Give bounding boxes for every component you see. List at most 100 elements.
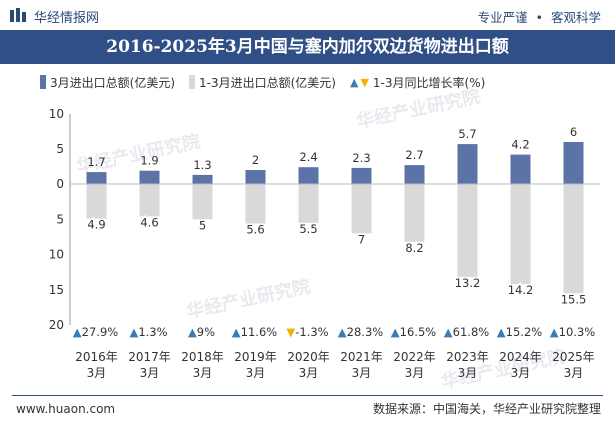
- bar-cumulative: [245, 184, 266, 224]
- triangle-up-icon: ▲: [444, 325, 453, 339]
- x-tick-label-line: 2019年: [234, 350, 277, 364]
- footer-source: 数据来源：中国海关，华经产业研究院整理: [372, 402, 601, 416]
- x-tick-label: 2017年 3月: [128, 350, 171, 380]
- x-tick-label-line: 3月: [564, 366, 584, 380]
- legend-label-cumulative: 1-3月进出口总额(亿美元): [199, 75, 336, 90]
- bar-cumulative: [86, 184, 107, 219]
- data-label-monthly: 1.9: [140, 154, 158, 168]
- bar-monthly: [510, 154, 531, 184]
- legend-swatch-cumulative: [189, 75, 195, 89]
- bar-cumulative: [457, 184, 478, 278]
- data-label-cumulative: 13.2: [455, 276, 481, 290]
- legend-label-monthly: 3月进出口总额(亿美元): [50, 75, 175, 90]
- growth-rate-value: 61.8%: [453, 325, 490, 339]
- x-tick-label-line: 3月: [458, 366, 478, 380]
- data-label-cumulative: 4.9: [87, 218, 105, 232]
- triangle-up-icon: ▲: [550, 325, 559, 339]
- legend-monthly[interactable]: 3月进出口总额(亿美元): [40, 74, 175, 91]
- x-tick-label: 2020年 3月: [287, 350, 330, 380]
- triangle-down-icon: ▼: [286, 325, 295, 339]
- growth-rate-label: ▲27.9%: [73, 325, 118, 339]
- bar-monthly: [563, 142, 584, 184]
- data-label-monthly: 2.7: [405, 148, 423, 162]
- chart-legend: 3月进出口总额(亿美元) 1-3月进出口总额(亿美元) ▲ ▼ 1-3月同比增长…: [40, 72, 499, 92]
- x-tick-label-line: 3月: [246, 366, 266, 380]
- brand-name[interactable]: 华经情报网: [34, 11, 100, 26]
- growth-rate-label: ▲11.6%: [232, 325, 277, 339]
- bar-monthly: [139, 170, 160, 184]
- growth-rate-label: ▲10.3%: [550, 325, 595, 339]
- legend-swatch-monthly: [40, 75, 46, 89]
- x-tick-label: 2021年 3月: [340, 350, 383, 380]
- data-label-cumulative: 15.5: [561, 292, 587, 306]
- legend-cumulative[interactable]: 1-3月进出口总额(亿美元): [189, 74, 336, 91]
- legend-label-growth: 1-3月同比增长率(%): [372, 75, 486, 90]
- footer-website[interactable]: www.huaon.com: [16, 402, 116, 416]
- x-tick-label-line: 3月: [352, 366, 372, 380]
- header-slogans: 专业严谨 • 客观科学: [478, 7, 601, 26]
- growth-rate-label: ▲16.5%: [391, 325, 436, 339]
- data-label-cumulative: 4.6: [140, 215, 158, 229]
- x-tick-label-line: 3月: [140, 366, 160, 380]
- bar-monthly: [457, 144, 478, 184]
- slogan-2: 客观科学: [550, 10, 601, 25]
- growth-rate-value: 15.2%: [506, 325, 543, 339]
- x-tick-label-line: 3月: [299, 366, 319, 380]
- x-tick-label-line: 3月: [87, 366, 107, 380]
- x-tick-label: 2022年 3月: [393, 350, 436, 380]
- growth-rate-label: ▲15.2%: [497, 325, 542, 339]
- growth-rate-label: ▲9%: [188, 325, 215, 339]
- footer-divider: [12, 395, 603, 396]
- y-tick-label: 20: [49, 318, 64, 332]
- data-label-monthly: 5.7: [458, 127, 476, 141]
- triangle-up-icon: ▲: [338, 325, 347, 339]
- data-label-monthly: 1.3: [193, 158, 211, 172]
- data-label-monthly: 4.2: [511, 138, 529, 152]
- y-tick-label: 10: [49, 107, 64, 121]
- bar-monthly: [192, 174, 213, 184]
- growth-rate-label: ▲28.3%: [338, 325, 383, 339]
- legend-growth[interactable]: ▲ ▼ 1-3月同比增长率(%): [350, 74, 485, 91]
- triangle-up-icon: ▲: [391, 325, 400, 339]
- growth-rate-label: ▲61.8%: [444, 325, 489, 339]
- y-tick-label: 10: [49, 248, 64, 262]
- growth-rate-value: 1.3%: [138, 325, 167, 339]
- triangle-up-icon: ▲: [188, 325, 197, 339]
- data-label-monthly: 6: [570, 125, 577, 139]
- x-tick-label-line: 2021年: [340, 350, 383, 364]
- growth-rate-value: 27.9%: [82, 325, 119, 339]
- x-tick-label-line: 3月: [405, 366, 425, 380]
- x-tick-label-line: 2016年: [75, 350, 118, 364]
- data-label-monthly: 2: [252, 153, 259, 167]
- x-tick-label-line: 2017年: [128, 350, 171, 364]
- data-label-cumulative: 8.2: [405, 241, 423, 255]
- bar-cumulative: [510, 184, 531, 285]
- x-tick-label-line: 2025年: [552, 350, 595, 364]
- data-label-monthly: 2.3: [352, 151, 370, 165]
- x-tick-label: 2023年 3月: [446, 350, 489, 380]
- bar-cumulative: [351, 184, 372, 234]
- growth-rate-label: ▼-1.3%: [286, 325, 328, 339]
- data-label-cumulative: 7: [358, 232, 365, 246]
- bar-cumulative: [563, 184, 584, 294]
- growth-rate-value: 16.5%: [400, 325, 437, 339]
- growth-rate-label: ▲1.3%: [129, 325, 167, 339]
- data-label-cumulative: 5.5: [299, 222, 317, 236]
- x-tick-label: 2016年 3月: [75, 350, 118, 380]
- growth-rate-value: -1.3%: [295, 325, 328, 339]
- bar-cumulative: [298, 184, 319, 223]
- data-label-cumulative: 14.2: [508, 283, 534, 297]
- x-tick-label-line: 3月: [193, 366, 213, 380]
- x-tick-label-line: 3月: [511, 366, 531, 380]
- x-tick-label: 2019年 3月: [234, 350, 277, 380]
- y-tick-label: 15: [49, 283, 64, 297]
- triangle-up-icon: ▲: [73, 325, 82, 339]
- triangle-up-icon: ▲: [129, 325, 138, 339]
- x-tick-label-line: 2022年: [393, 350, 436, 364]
- x-tick-label-line: 2020年: [287, 350, 330, 364]
- bar-monthly: [245, 170, 266, 184]
- top-bar: 华经情报网 专业严谨 • 客观科学: [0, 0, 615, 30]
- x-tick-label: 2018年 3月: [181, 350, 224, 380]
- triangle-up-icon: ▲: [349, 75, 359, 89]
